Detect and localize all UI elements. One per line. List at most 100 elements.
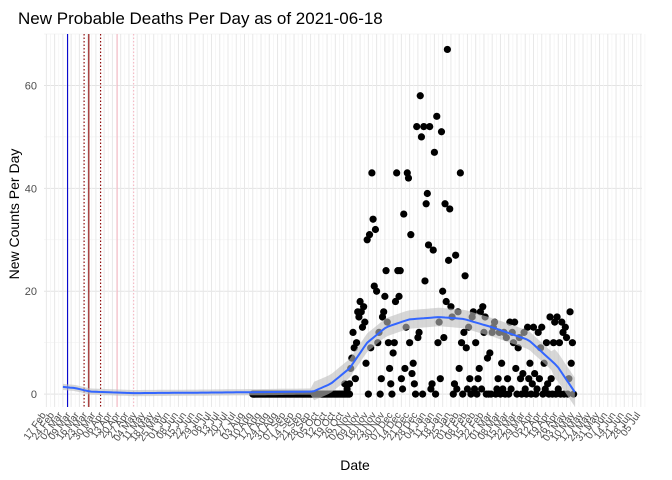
data-point [453, 385, 461, 393]
data-point [534, 328, 542, 336]
data-point [519, 369, 527, 378]
data-point [456, 169, 464, 177]
data-point [561, 323, 569, 331]
data-point [362, 359, 370, 367]
data-point [444, 256, 453, 264]
confidence-band [62, 307, 575, 407]
chart-title: New Probable Deaths Per Day as of 2021-0… [18, 9, 383, 28]
data-point [409, 359, 417, 367]
data-point [395, 292, 403, 300]
data-point [407, 231, 415, 239]
data-point [526, 359, 534, 367]
data-point [426, 123, 434, 131]
data-point [455, 364, 463, 373]
data-point [393, 169, 401, 177]
data-point [411, 390, 420, 398]
data-point [380, 308, 388, 316]
data-point [351, 375, 359, 383]
data-point [390, 339, 398, 347]
data-point [345, 380, 354, 388]
data-point [376, 390, 384, 398]
data-point [381, 292, 389, 300]
data-point [436, 375, 444, 383]
data-point [525, 375, 533, 383]
data-point [547, 375, 555, 383]
data-point [437, 128, 446, 136]
data-point [567, 359, 575, 367]
data-point [568, 339, 577, 347]
data-point [461, 272, 469, 280]
data-point [459, 390, 467, 398]
data-point [467, 390, 475, 398]
data-point [428, 380, 436, 388]
data-point [512, 364, 520, 373]
data-point [498, 359, 506, 367]
data-point [422, 200, 430, 208]
data-point [544, 380, 552, 388]
data-point [566, 308, 574, 316]
data-point [474, 375, 482, 383]
smooth-band [62, 307, 575, 407]
data-point [424, 241, 433, 249]
data-point [553, 313, 561, 321]
data-point [388, 390, 396, 398]
data-point [391, 297, 400, 306]
data-point [389, 349, 397, 357]
data-point [477, 385, 486, 393]
data-point [349, 328, 357, 336]
data-point [385, 364, 394, 373]
data-point [494, 375, 502, 383]
data-point [417, 133, 426, 141]
y-tick-label: 40 [25, 183, 37, 195]
data-point [493, 385, 501, 393]
data-point [549, 339, 558, 347]
data-point [396, 267, 404, 275]
vertical-lines [67, 34, 135, 407]
smooth-line [62, 316, 576, 395]
data-point [452, 251, 460, 259]
data-point [434, 339, 442, 347]
data-point [555, 339, 564, 347]
data-point [420, 123, 428, 131]
data-point [408, 369, 416, 378]
data-point [410, 380, 418, 388]
data-point [352, 339, 361, 347]
data-point [368, 169, 376, 177]
data-point [361, 318, 369, 326]
data-point [463, 385, 472, 393]
data-point [400, 210, 408, 218]
data-point [415, 328, 423, 336]
data-point [369, 215, 377, 223]
data-point [439, 287, 447, 295]
data-point [529, 323, 538, 331]
data-point [442, 297, 450, 306]
data-point [404, 174, 413, 182]
data-point [384, 339, 393, 347]
data-point [446, 205, 454, 213]
data-point [443, 45, 451, 54]
y-ticks: 0 20 40 60 [25, 80, 37, 401]
data-point [538, 323, 546, 331]
data-point [430, 148, 439, 156]
data-point [371, 225, 380, 234]
data-point [416, 92, 424, 100]
data-point [479, 303, 487, 311]
data-point [429, 246, 437, 254]
data-point [466, 375, 474, 383]
data-point [507, 385, 515, 393]
data-point [365, 231, 374, 239]
data-point [475, 364, 483, 373]
data-point [441, 200, 449, 208]
y-tick-label: 0 [31, 389, 37, 401]
grid [44, 33, 646, 407]
data-point [542, 339, 551, 347]
data-point [419, 390, 427, 398]
data-point [533, 385, 541, 393]
data-point [356, 297, 364, 306]
data-point [460, 328, 468, 336]
y-axis-title: New Counts Per Day [6, 149, 22, 280]
data-point [535, 375, 543, 383]
data-point [401, 364, 409, 373]
